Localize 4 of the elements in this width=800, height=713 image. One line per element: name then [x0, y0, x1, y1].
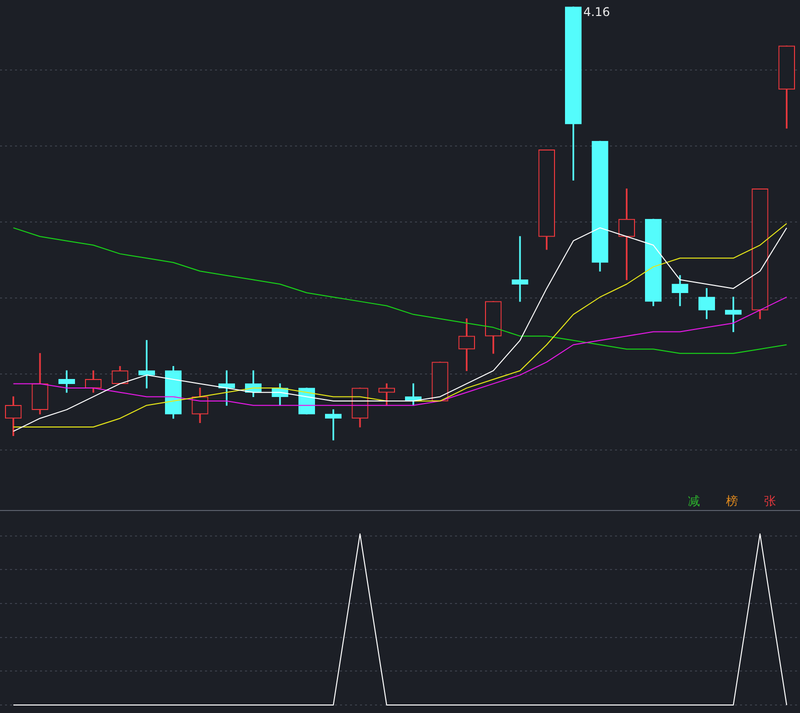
- annotation: 4.16: [583, 5, 610, 20]
- text: 减: [688, 494, 700, 508]
- text: 张: [764, 494, 776, 508]
- text: 榜: [726, 494, 738, 508]
